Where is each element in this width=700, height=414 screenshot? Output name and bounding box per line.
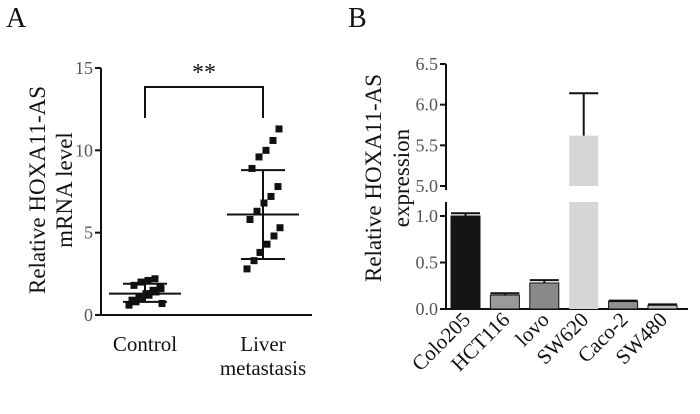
panel-b-ytick-label: 6.5 [416, 54, 439, 74]
data-point [270, 232, 278, 240]
data-point [276, 224, 284, 232]
panel-a-ytick-label: 10 [75, 140, 93, 160]
data-point [135, 293, 143, 301]
panel-b-ylabel-line2: expression [389, 128, 414, 227]
data-point [151, 275, 159, 283]
bar [647, 304, 678, 310]
bar [489, 294, 520, 310]
panel-a-ytick-label: 0 [84, 305, 93, 325]
panel-b-ylabel-line1: Relative HOXA11-AS [361, 74, 386, 282]
data-point [248, 164, 256, 172]
data-point [243, 265, 251, 273]
data-point [130, 281, 138, 289]
data-point [262, 146, 270, 154]
panel-a-category-label: Liver [240, 332, 285, 356]
panel-letter-a: A [6, 3, 27, 34]
data-point [256, 248, 264, 256]
data-point [125, 301, 133, 309]
data-point [246, 215, 254, 223]
data-point [149, 286, 157, 294]
bar [529, 282, 560, 310]
significance-bracket: ** [144, 60, 264, 118]
panel-b-ytick-label: 6.0 [416, 95, 439, 115]
data-point [267, 192, 275, 200]
panel-b-ytick-label: 5.5 [416, 135, 439, 155]
data-point [263, 240, 271, 248]
panel-b-ytick-label: 5.0 [416, 176, 439, 196]
data-point [250, 257, 258, 265]
data-point [255, 153, 263, 161]
significance-stars: ** [192, 60, 216, 86]
data-point [274, 183, 282, 191]
bar [608, 301, 639, 310]
data-point [158, 299, 166, 307]
panel-a-category-label: metastasis [220, 356, 306, 380]
panel-b-bar-chart: Relative HOXA11-AS expression 0.0 0.5 1.0 5… [361, 54, 688, 376]
data-point [157, 285, 165, 293]
panel-a-ylabel-line1: Relative HOXA11-AS [25, 86, 50, 294]
bar-upper-segment [569, 135, 599, 186]
bar [569, 202, 599, 309]
panel-letter-b: B [348, 3, 367, 34]
panel-a-ylabel-line2: mRNA level [52, 132, 77, 248]
bar [450, 215, 481, 310]
panel-a-category-label: Control [113, 332, 177, 356]
panel-b-ytick-label: 0.0 [416, 299, 439, 319]
data-point [275, 125, 283, 133]
data-point [269, 136, 277, 144]
data-point [253, 207, 261, 215]
panel-a-ytick-label: 5 [84, 223, 93, 243]
panel-b-ytick-label: 1.0 [416, 206, 439, 226]
data-point [144, 276, 152, 284]
panel-a-ytick-label: 15 [75, 58, 93, 78]
data-point [128, 296, 136, 304]
panel-b-ytick-label: 0.5 [416, 253, 439, 273]
data-point [137, 278, 145, 286]
